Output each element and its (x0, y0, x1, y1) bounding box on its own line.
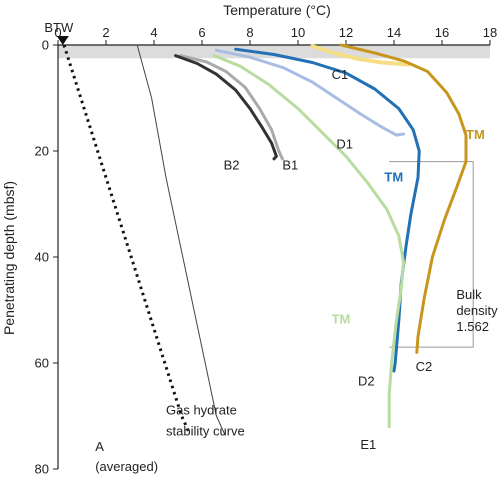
label-d1-4: D1 (336, 136, 353, 151)
label-stability-curve-11: stability curve (166, 424, 245, 439)
bottom-water-layer: BTW (44, 20, 74, 45)
x-axis-title: Temperature (°C) (223, 2, 331, 18)
btw-marker (56, 36, 69, 45)
label-e1-6: E1 (360, 437, 376, 452)
bulk-density-label-line-2: density: (456, 303, 498, 318)
y-tick-label-60: 60 (35, 356, 49, 371)
x-tick-label-6: 6 (198, 25, 205, 40)
y-axis-ticks: 0 20 40 60 80 (35, 38, 58, 477)
series-b2 (174, 54, 278, 161)
y-tick-label-40: 40 (35, 250, 49, 265)
shaded-band (58, 45, 490, 59)
x-tick-label-2: 2 (102, 25, 109, 40)
y-tick-label-0: 0 (42, 38, 49, 53)
label-gas-hydrate-10: Gas hydrate (166, 402, 237, 417)
x-tick-label-18: 18 (483, 25, 497, 40)
label-b1-0: B1 (282, 158, 298, 173)
series-gas-hydrate-stability-curve (136, 44, 226, 435)
x-tick-label-16: 16 (435, 25, 449, 40)
label-a-12: A (95, 439, 104, 454)
label-tm-9: TM (332, 311, 351, 326)
x-tick-label-14: 14 (387, 25, 401, 40)
series-layer (62, 43, 468, 435)
x-tick-label-4: 4 (150, 25, 157, 40)
bulk-density-label-line-3: 1.562 (456, 319, 489, 334)
label-b2-1: B2 (224, 158, 240, 173)
series-b1 (178, 54, 284, 161)
label-tm-7: TM (466, 127, 485, 142)
y-axis-title: Penetrating depth (mbsf) (1, 181, 17, 335)
y-tick-label-80: 80 (35, 462, 49, 477)
shaded-band-layer (58, 45, 490, 59)
label-tm-8: TM (384, 170, 403, 185)
label-d2-5: D2 (358, 373, 375, 388)
x-tick-label-8: 8 (246, 25, 253, 40)
axes (57, 44, 490, 469)
label-c2-3: C2 (416, 359, 433, 374)
x-tick-label-12: 12 (339, 25, 353, 40)
x-tick-label-10: 10 (291, 25, 305, 40)
series-c2 (339, 43, 468, 354)
series-d2 (234, 47, 421, 373)
series-e1 (212, 54, 406, 429)
label-averaged-13: (averaged) (95, 459, 158, 474)
y-tick-label-20: 20 (35, 144, 49, 159)
x-tick-label-0: 0 (54, 25, 61, 40)
series-d1 (214, 48, 406, 137)
x-axis-ticks: 0 2 4 6 8 10 12 14 16 18 (54, 25, 497, 45)
series-a-averaged (62, 44, 191, 433)
bulk-density-bracket (389, 161, 474, 348)
series-c1 (310, 44, 411, 67)
bulk-density-label-line-1: Bulk (456, 287, 482, 302)
label-c1-2: C1 (332, 67, 349, 82)
curve-labels: B1 B2 C1 C2 D1 D2 E1 TM TM TM Gas hydrate stability… (95, 67, 485, 474)
btw-label: BTW (44, 20, 74, 35)
